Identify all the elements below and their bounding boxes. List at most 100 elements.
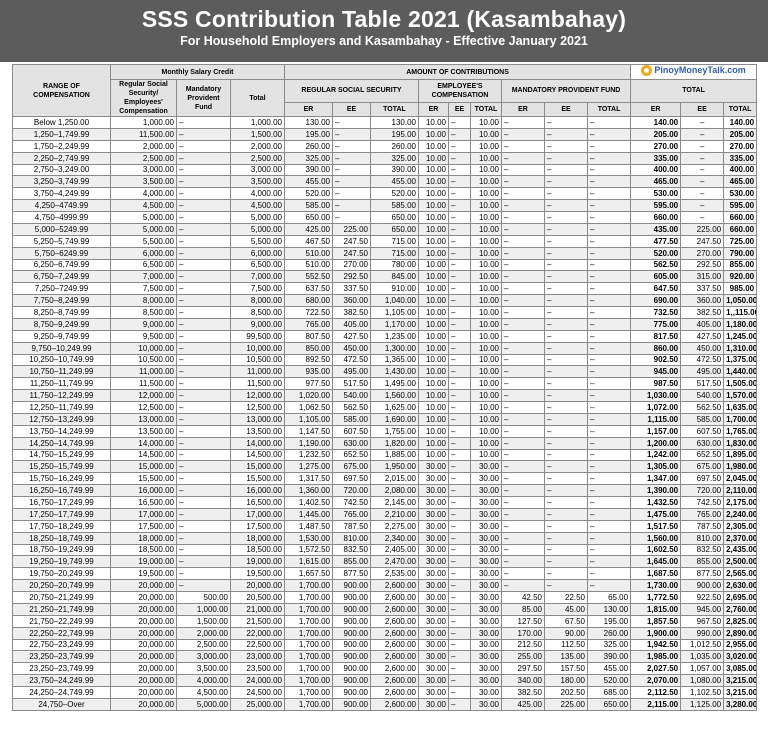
range-cell: 1,250–1,749.99 [12, 127, 111, 141]
ec-ee-cell: – [448, 175, 471, 189]
total-total-cell: 140.00 [723, 116, 758, 129]
ec-er-cell: 10.00 [418, 234, 449, 248]
range-cell: 9,750–10,249.99 [12, 341, 111, 355]
range-cell: 18,750–19,249.99 [12, 543, 111, 557]
msc-total-cell: 12,500.00 [230, 401, 285, 414]
msc-regular-cell: 15,000.00 [110, 460, 177, 474]
msc-mpf-cell: – [176, 246, 231, 260]
mpf-ee-cell: – [544, 317, 588, 331]
rss-er-cell: 1,700.00 [284, 626, 333, 640]
total-total-cell: 2,435.00 [723, 543, 758, 557]
range-cell: 23,250–23,749.99 [12, 662, 111, 676]
msc-regular-cell: 8,000.00 [110, 294, 177, 307]
ec-er-cell: 30.00 [418, 591, 449, 604]
ec-total-cell: 10.00 [470, 448, 502, 462]
total-er-cell: 465.00 [630, 175, 682, 189]
msc-total-cell: 23,000.00 [230, 650, 285, 664]
mpf-total-cell: – [586, 329, 632, 343]
ec-er-cell: 30.00 [418, 507, 449, 521]
mpf-total-cell: – [586, 507, 632, 521]
total-ee-cell: 1,102.50 [680, 686, 725, 699]
mpf-ee-cell: – [544, 270, 588, 284]
table-row: 7,250–7249.99 7,500.00–7,500.00 637.50 337.… [12, 282, 758, 296]
range-cell: 8,750–9,249.99 [12, 317, 111, 331]
mpf-ee-cell: – [544, 531, 588, 545]
mpf-total-cell: – [586, 199, 632, 212]
total-er-cell: 945.00 [630, 365, 682, 379]
range-cell: 9,250–9,749.99 [12, 329, 111, 343]
mpf-ee-cell: – [544, 139, 588, 153]
rss-ee-cell: 810.00 [332, 531, 371, 545]
total-total-cell: 3,215.00 [723, 674, 758, 687]
total-ee-cell: 607.50 [680, 424, 725, 438]
table-row: 12,750–13,249.99 13,000.00–13,000.00 1,105… [12, 412, 758, 426]
rss-er-cell: 977.50 [284, 377, 333, 391]
total-er-cell: 1,772.50 [630, 591, 682, 604]
total-er-cell: 1,900.00 [630, 626, 682, 640]
mpf-er-cell: – [501, 531, 545, 545]
msc-total-cell: 25,000.00 [230, 697, 285, 711]
total-total-cell: 2,565.00 [723, 567, 758, 581]
msc-mpf-cell: – [176, 412, 231, 426]
msc-regular-cell: 20,000.00 [110, 662, 177, 676]
range-cell: 21,250–21,749.99 [12, 602, 111, 616]
rss-ee-cell: – [332, 187, 371, 201]
mpf-total-cell: 455.00 [586, 662, 632, 676]
msc-total-cell: 17,000.00 [230, 507, 285, 521]
mpf-ee-cell: – [544, 555, 588, 569]
total-ee-header: EE [680, 101, 725, 118]
ec-ee-cell: – [448, 306, 471, 319]
total-er-cell: 732.50 [630, 306, 682, 319]
total-total-cell: 3,215.00 [723, 686, 758, 699]
mpf-total-cell: – [586, 258, 632, 272]
rss-ee-cell: 540.00 [332, 389, 371, 402]
total-ee-cell: 877.50 [680, 567, 725, 581]
rss-ee-cell: 405.00 [332, 317, 371, 331]
rss-ee-cell: 450.00 [332, 341, 371, 355]
total-er-cell: 2,070.00 [630, 674, 682, 687]
rss-er-cell: 1,062.50 [284, 401, 333, 414]
ec-total-cell: 10.00 [470, 353, 502, 367]
msc-mpf-cell: 4,000.00 [176, 674, 231, 687]
mpf-er-cell: 297.50 [501, 662, 545, 676]
rss-ee-cell: – [332, 151, 371, 165]
range-cell: 10,250–10,749.99 [12, 353, 111, 367]
msc-total-cell: 2,500.00 [230, 151, 285, 165]
total-er-header: ER [630, 101, 682, 118]
table-row: 5,250–5,749.99 5,500.00–5,500.00 467.50 247… [12, 234, 758, 248]
msc-regular-cell: 16,000.00 [110, 484, 177, 497]
table-row: 6,750–7,249.99 7,000.00–7,000.00 552.50 292… [12, 270, 758, 284]
total-total-cell: 1,440.00 [723, 365, 758, 379]
mpf-er-cell: 382.50 [501, 686, 545, 699]
rss-total-cell: 2,600.00 [370, 662, 419, 676]
rss-total-cell: 1,625.00 [370, 401, 419, 414]
rss-total-cell: 2,600.00 [370, 686, 419, 699]
total-ee-cell: 1,035.00 [680, 650, 725, 664]
ec-ee-cell: – [448, 151, 471, 165]
total-ee-cell: 832.50 [680, 543, 725, 557]
total-total-cell: 660.00 [723, 211, 758, 224]
mpf-total-cell: – [586, 317, 632, 331]
ec-total-cell: 10.00 [470, 282, 502, 296]
mpf-total-cell: – [586, 519, 632, 533]
rss-ee-cell: 472.50 [332, 353, 371, 367]
msc-regular-cell: 4,500.00 [110, 199, 177, 212]
total-total-cell: 3,280.00 [723, 697, 758, 711]
rss-er-cell: 1,105.00 [284, 412, 333, 426]
total-er-cell: 1,072.00 [630, 401, 682, 414]
msc-mpf-cell: – [176, 519, 231, 533]
mpf-ee-cell: – [544, 258, 588, 272]
mpf-total-cell: 520.00 [586, 674, 632, 687]
rss-total-cell: 2,600.00 [370, 579, 419, 592]
rss-er-cell: 260.00 [284, 139, 333, 153]
mpf-ee-cell: – [544, 365, 588, 379]
msc-total-cell: 13,500.00 [230, 424, 285, 438]
total-total-cell: 1,180.00 [723, 317, 758, 331]
msc-mpf-cell: – [176, 448, 231, 462]
table-row: 15,250–15,749.99 15,000.00–15,000.00 1,275… [12, 460, 758, 474]
total-ee-cell: – [680, 139, 725, 153]
msc-mpf-cell: – [176, 579, 231, 592]
msc-total-cell: 13,000.00 [230, 412, 285, 426]
mpf-ee-cell: – [544, 412, 588, 426]
table-row: 9,750–10,249.99 10,000.00–10,000.00 850.00… [12, 341, 758, 355]
